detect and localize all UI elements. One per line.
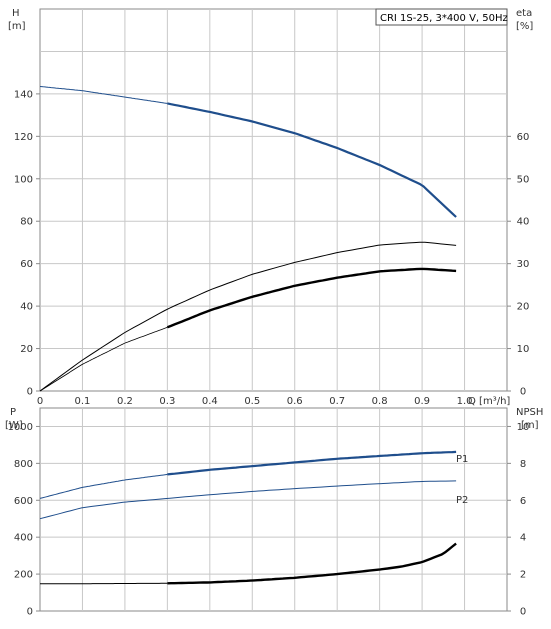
y-left-tick-label: 100 bbox=[14, 174, 33, 185]
p1-curve-thin bbox=[40, 474, 167, 498]
legend-text: CRI 1S-25, 3*400 V, 50Hz bbox=[380, 13, 508, 24]
bottom-series-group bbox=[40, 452, 456, 584]
npsh-title-line1: NPSH bbox=[516, 407, 543, 418]
top-y-right-ticks: 0 10 20 30 40 50 60 bbox=[507, 132, 529, 398]
y-left-tick-label: 120 bbox=[14, 132, 33, 143]
y-left-tick-label: 80 bbox=[20, 217, 33, 228]
x-tick-label: 0 bbox=[37, 396, 43, 407]
x-tick-label: 0.2 bbox=[117, 396, 133, 407]
y-right-tick-label: 10 bbox=[517, 344, 530, 355]
y-left-tick-label: 60 bbox=[20, 259, 33, 270]
y-left-tick-label: 800 bbox=[14, 459, 33, 470]
x-tick-label: 0.1 bbox=[75, 396, 91, 407]
y-right-tick-label: 50 bbox=[517, 174, 530, 185]
y-right-tick-label: 30 bbox=[517, 259, 530, 270]
y-right-tick-label: 20 bbox=[517, 302, 530, 313]
y-left-tick-label: 0 bbox=[27, 607, 33, 618]
y-left-title-line1: H bbox=[12, 8, 20, 19]
power-title-line1: P bbox=[10, 407, 16, 418]
y-right-title-line2: [%] bbox=[516, 21, 533, 32]
y-left-tick-label: 0 bbox=[27, 387, 33, 398]
y-right-tick-label: 0 bbox=[520, 387, 526, 398]
top-series-group bbox=[40, 87, 456, 392]
y-left-tick-label: 400 bbox=[14, 533, 33, 544]
x-axis-title: Q [m³/h] bbox=[468, 396, 510, 407]
bottom-gridlines bbox=[40, 408, 507, 611]
x-tick-label: 0.9 bbox=[414, 396, 430, 407]
y-right-tick-label: 40 bbox=[517, 217, 530, 228]
x-tick-label: 0.6 bbox=[287, 396, 303, 407]
x-tick-label: 0.3 bbox=[159, 396, 175, 407]
p1-series-label: P1 bbox=[456, 454, 468, 465]
y-left-tick-label: 200 bbox=[14, 570, 33, 581]
x-tick-label: 0.4 bbox=[202, 396, 218, 407]
x-tick-label: 0.8 bbox=[372, 396, 388, 407]
y-right-tick-label: 0 bbox=[520, 607, 526, 618]
top-y-left-ticks: 0 20 40 60 80 100 120 140 bbox=[14, 89, 40, 397]
y-right-tick-label: 4 bbox=[520, 533, 526, 544]
y-right-title-line1: eta bbox=[516, 8, 532, 19]
npsh-curve-bold bbox=[167, 544, 456, 584]
y-left-tick-label: 140 bbox=[14, 89, 33, 100]
y-left-tick-label: 600 bbox=[14, 496, 33, 507]
efficiency-curve-thin bbox=[40, 242, 456, 391]
x-tick-label: 0.5 bbox=[244, 396, 260, 407]
head-curve-bold bbox=[167, 103, 456, 217]
y-left-title-line2: [m] bbox=[8, 21, 26, 32]
y-right-tick-label: 8 bbox=[520, 459, 526, 470]
head-efficiency-panel: 0 20 40 60 80 100 120 140 0 10 20 30 40 50 60 0 0.1 0.2… bbox=[8, 8, 533, 407]
x-tick-label: 0.7 bbox=[329, 396, 345, 407]
y-left-tick-label: 20 bbox=[20, 344, 33, 355]
p2-series-label: P2 bbox=[456, 495, 468, 506]
y-right-tick-label: 2 bbox=[520, 570, 526, 581]
efficiency-curve-lower-thin bbox=[40, 327, 167, 391]
power-title-line2: [W] bbox=[5, 420, 23, 431]
efficiency-curve-lower-bold bbox=[167, 269, 456, 327]
bottom-plot-frame bbox=[40, 408, 507, 611]
npsh-title-line2: [m] bbox=[521, 420, 539, 431]
y-right-tick-label: 60 bbox=[517, 132, 530, 143]
y-left-tick-label: 40 bbox=[20, 302, 33, 313]
head-curve-thin bbox=[40, 87, 167, 104]
y-right-tick-label: 6 bbox=[520, 496, 526, 507]
